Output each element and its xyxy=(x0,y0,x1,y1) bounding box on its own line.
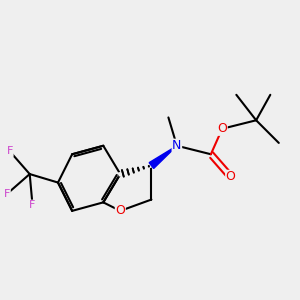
Text: N: N xyxy=(172,139,182,152)
Text: F: F xyxy=(29,200,36,210)
Text: O: O xyxy=(217,122,227,135)
Text: O: O xyxy=(226,170,236,183)
Text: F: F xyxy=(4,189,10,199)
Polygon shape xyxy=(149,146,177,169)
Text: F: F xyxy=(7,146,13,156)
Text: O: O xyxy=(115,204,125,218)
